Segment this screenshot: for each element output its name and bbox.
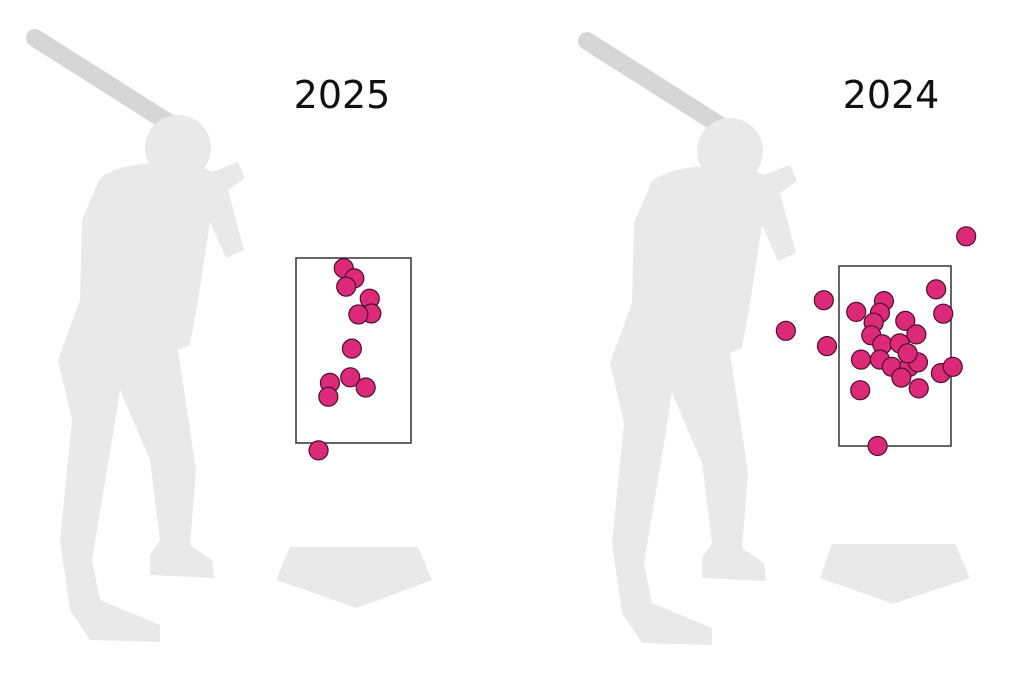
- chart-title-2024: 2024: [843, 73, 940, 117]
- pitch-point: [956, 226, 977, 247]
- pitch-point: [942, 356, 963, 377]
- pitch-point: [908, 378, 929, 399]
- pitch-point: [775, 320, 796, 341]
- scatter-plot-2024: [775, 226, 977, 457]
- pitch-point: [850, 380, 871, 401]
- pitch-point: [846, 301, 867, 322]
- pitch-point: [816, 336, 838, 357]
- pitch-point: [308, 440, 329, 461]
- home-plate-2025: [276, 547, 432, 608]
- batter-silhouette-2024: [587, 41, 797, 645]
- pitch-point: [336, 276, 357, 297]
- pitch-point: [906, 324, 927, 345]
- strike-zone: [838, 265, 952, 447]
- pitch-point: [897, 343, 918, 364]
- pitch-point: [867, 435, 888, 457]
- home-plate-2024: [820, 544, 970, 604]
- pitch-point: [891, 367, 912, 388]
- batter-silhouette-2025: [35, 38, 245, 642]
- pitch-point: [895, 310, 916, 331]
- pitch-point: [341, 338, 362, 359]
- strike-zone: [295, 257, 412, 444]
- pitch-point: [348, 304, 369, 325]
- pitch-point: [355, 377, 376, 398]
- pitch-point: [933, 303, 954, 324]
- pitch-point: [850, 349, 872, 370]
- pitch-point: [813, 290, 834, 311]
- pitch-point: [340, 367, 361, 388]
- pitch-point: [926, 279, 947, 300]
- chart-title-2025: 2025: [294, 73, 391, 117]
- scatter-plot-2025: [295, 257, 412, 461]
- pitch-point: [318, 386, 339, 407]
